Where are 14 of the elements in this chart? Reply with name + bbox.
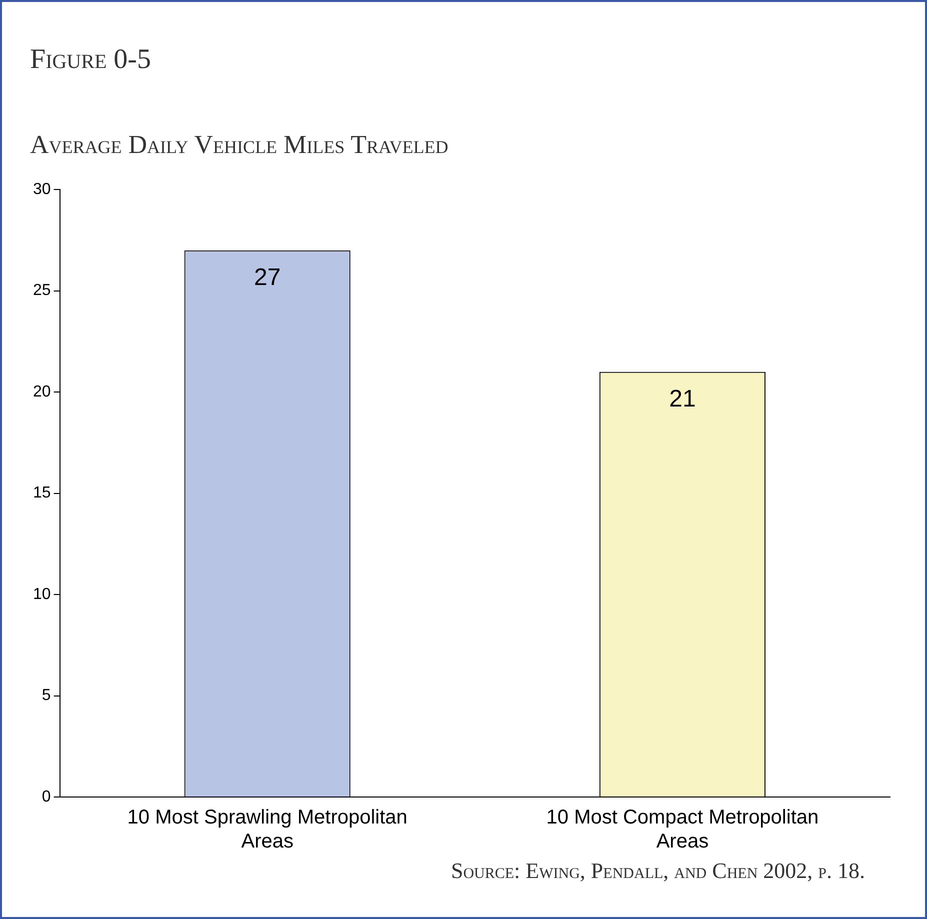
data-label: 21 [669,385,696,412]
source-note: Source: Ewing, Pendall, and Chen 2002, p. 18. [450,858,865,884]
y-tick-label: 15 [33,484,51,502]
x-tick-label: 10 Most Compact Metropolitan Areas [546,806,819,853]
data-label: 27 [254,264,281,291]
chart-subtitle: Average Daily Vehicle Miles Traveled [30,130,448,160]
x-tick-label: 10 Most Sprawling Metropolitan Areas [127,806,408,853]
y-tick-label: 5 [42,687,51,704]
y-tick-label: 10 [33,586,51,603]
y-tick-label: 30 [33,181,51,198]
y-tick-label: 25 [33,282,51,300]
y-tick-label: 0 [42,788,51,806]
chart-title: Figure 0-5 [30,44,151,76]
y-tick-label: 20 [33,383,51,400]
